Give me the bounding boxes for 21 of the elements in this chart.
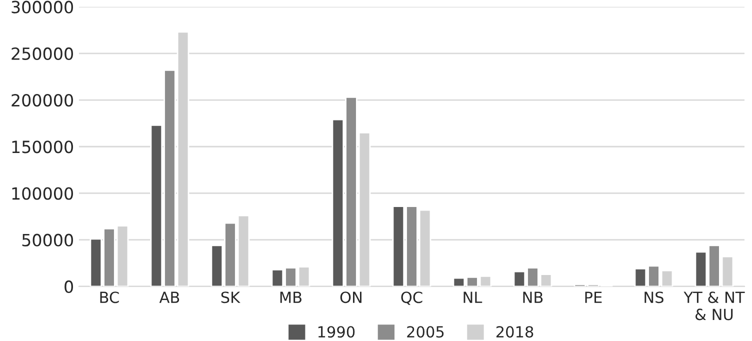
legend-label: 1990 bbox=[318, 326, 355, 338]
y-tick-label: 150000 bbox=[12, 140, 73, 154]
x-tick-label: NS bbox=[644, 292, 664, 304]
y-tick-label: 250000 bbox=[12, 47, 73, 60]
x-tick-label: YT & NT & NU bbox=[684, 292, 745, 320]
y-tick-label: 200000 bbox=[12, 94, 73, 107]
y-tick-label: 100000 bbox=[12, 187, 73, 200]
x-tick-label: NL bbox=[464, 292, 482, 303]
x-tick-label: MB bbox=[280, 292, 302, 303]
x-tick-label: SK bbox=[221, 292, 240, 304]
x-tick-label: BC bbox=[100, 292, 119, 304]
y-tick-label: 300000 bbox=[12, 0, 73, 14]
y-tick-label: 0 bbox=[64, 280, 73, 294]
y-tick-label: 50000 bbox=[22, 234, 73, 246]
x-tick-label: ON bbox=[340, 292, 362, 304]
legend-label: 2018 bbox=[496, 326, 534, 338]
x-tick-label: QC bbox=[401, 292, 422, 305]
x-tick-label: NB bbox=[523, 292, 543, 303]
x-tick-label: PE bbox=[585, 292, 602, 303]
legend-label: 2005 bbox=[407, 326, 444, 338]
x-tick-label: AB bbox=[159, 292, 180, 303]
